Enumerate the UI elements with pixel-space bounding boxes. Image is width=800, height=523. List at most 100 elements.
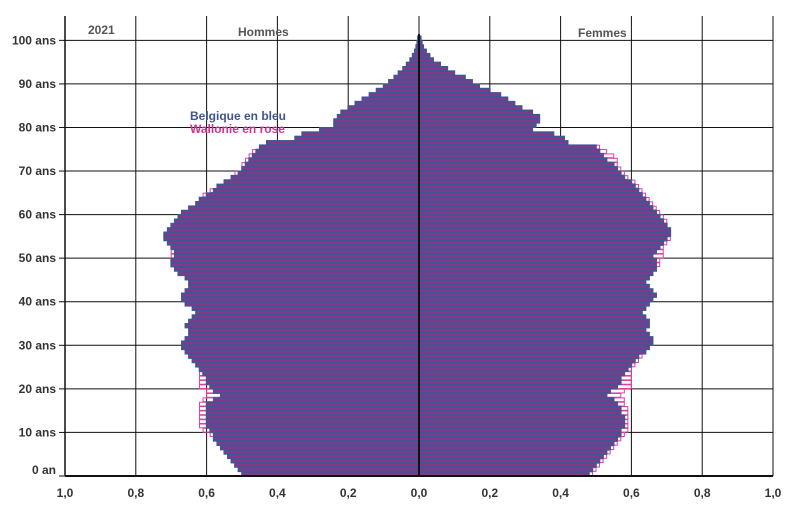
bar-women: [418, 209, 657, 216]
bar-men: [409, 57, 420, 63]
bar-men: [388, 79, 420, 85]
bar-women: [418, 148, 601, 155]
bar-men: [375, 87, 420, 94]
bar-men: [258, 144, 420, 150]
bar-men: [205, 379, 420, 386]
bar-men: [177, 270, 420, 277]
bar-women: [418, 283, 650, 290]
x-tick-label: 0,4: [552, 486, 569, 500]
bar-men: [361, 96, 420, 102]
y-tick-label: 40 ans: [19, 295, 57, 309]
year-label: 2021: [88, 23, 115, 37]
bar-women: [418, 74, 466, 81]
bar-women: [418, 196, 647, 203]
bar-men: [216, 183, 420, 189]
bar-women: [418, 122, 537, 128]
bar-women: [418, 248, 657, 255]
bar-women: [418, 109, 534, 115]
bar-men: [188, 331, 420, 338]
bar-men: [184, 349, 420, 355]
bar-men: [173, 248, 420, 255]
bar-women: [418, 370, 626, 377]
bar-women: [418, 288, 654, 294]
bar-women: [418, 140, 569, 146]
bar-women: [418, 423, 626, 429]
bar-men: [227, 453, 420, 460]
bar-women: [418, 449, 608, 455]
bar-men: [205, 410, 420, 416]
bar-men: [173, 266, 420, 272]
bar-women: [418, 118, 541, 124]
bar-women: [418, 327, 647, 333]
bar-men: [181, 340, 420, 346]
bar-men: [212, 388, 420, 394]
bar-women: [418, 392, 608, 399]
axes: [64, 16, 773, 477]
bar-women: [418, 331, 650, 338]
bar-women: [418, 92, 502, 98]
bar-women: [418, 153, 604, 159]
bar-men: [181, 344, 420, 351]
bar-women: [418, 466, 594, 473]
bar-women: [418, 235, 668, 242]
y-tick-label: 30 ans: [19, 338, 57, 352]
bar-women: [418, 270, 654, 277]
bar-women: [418, 218, 665, 224]
legend-wallonie: Wallonie en rose: [190, 122, 285, 136]
bar-men: [170, 262, 420, 268]
bar-women: [418, 166, 619, 172]
bar-women: [418, 405, 622, 412]
bar-women: [418, 170, 622, 176]
bar-women: [418, 431, 622, 438]
bar-women: [418, 440, 615, 447]
bar-men: [184, 301, 420, 307]
bar-men: [212, 397, 420, 403]
y-tick-label: 70 ans: [19, 164, 57, 178]
bar-men: [188, 318, 420, 325]
bar-men: [188, 205, 420, 211]
bar-women: [418, 183, 636, 189]
bar-women: [418, 340, 654, 346]
bar-women: [418, 279, 647, 285]
bar-men: [170, 257, 420, 264]
bar-women: [418, 453, 604, 460]
y-tick-label: 0 an: [32, 463, 56, 477]
bar-women: [418, 231, 672, 237]
bar-men: [205, 375, 420, 381]
bar-women: [418, 262, 657, 268]
bar-women: [418, 309, 643, 316]
bar-women: [418, 384, 619, 390]
bar-men: [219, 392, 420, 399]
bar-women: [418, 83, 480, 89]
bar-men: [184, 336, 420, 342]
bar-men: [205, 418, 420, 425]
bar-men: [251, 153, 420, 159]
bar-women: [418, 388, 611, 394]
bar-women: [418, 227, 672, 233]
y-tick-label: 10 ans: [19, 425, 57, 439]
bar-men: [223, 449, 420, 455]
bar-men: [181, 292, 420, 298]
bar-women: [418, 418, 626, 425]
bar-women: [418, 113, 541, 120]
bar-men: [205, 405, 420, 412]
bar-women: [418, 379, 622, 386]
bar-men: [219, 445, 420, 451]
bar-men: [170, 244, 420, 250]
legend-belgique: Belgique en bleu: [190, 109, 286, 123]
bar-men: [354, 100, 420, 107]
bar-men: [198, 366, 420, 372]
y-tick-label: 50 ans: [19, 251, 57, 265]
bar-women: [418, 79, 473, 85]
bar-men: [230, 458, 420, 464]
bar-women: [418, 96, 509, 102]
bar-women: [418, 436, 619, 442]
women-header: Femmes: [578, 26, 627, 40]
bar-men: [184, 288, 420, 294]
bar-women: [418, 414, 626, 420]
bar-women: [418, 161, 615, 168]
bar-women: [418, 375, 622, 381]
bar-women: [418, 61, 442, 67]
bar-men: [241, 166, 420, 172]
